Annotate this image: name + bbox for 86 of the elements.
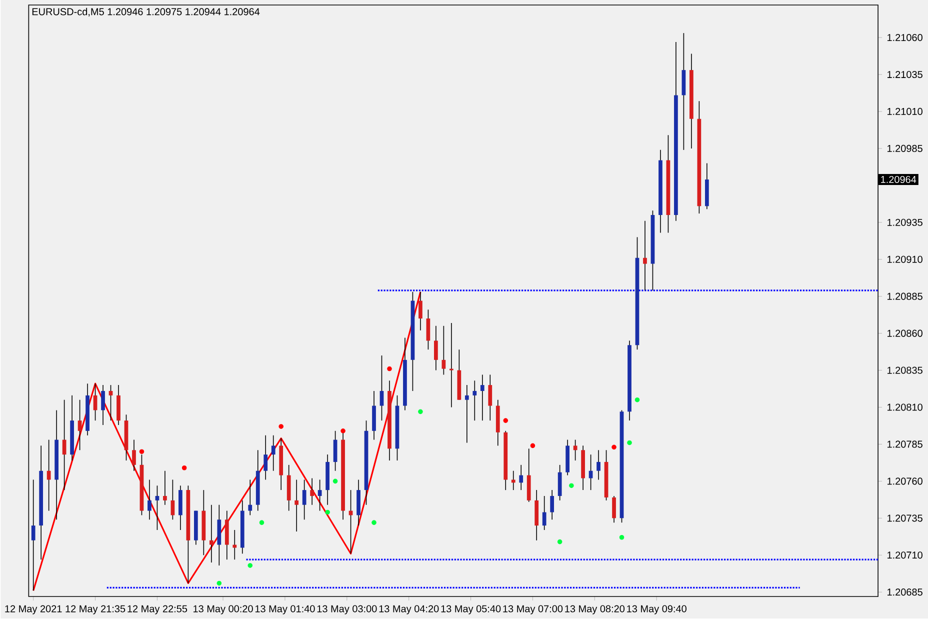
y-tick-label: 1.20985 bbox=[887, 145, 922, 152]
y-tick-label: 1.21060 bbox=[887, 34, 922, 42]
point bbox=[569, 483, 574, 488]
y-tick-label: 1.20710 bbox=[887, 552, 922, 559]
point bbox=[619, 535, 624, 540]
y-tick-label: 1.20910 bbox=[887, 256, 922, 264]
candlestick bbox=[46, 440, 51, 512]
text: 1.20964 bbox=[881, 176, 916, 184]
candlestick bbox=[573, 440, 578, 462]
y-tick-label: 1.20760 bbox=[887, 478, 922, 485]
x-tick-label: 13 May 01:40 bbox=[255, 605, 315, 614]
y-tick-label: 1.21010 bbox=[887, 108, 922, 116]
candlestick bbox=[488, 374, 492, 422]
x-tick-label: 13 May 04:20 bbox=[379, 605, 439, 614]
candlestick bbox=[542, 496, 546, 531]
candlestick bbox=[132, 440, 136, 472]
point bbox=[278, 424, 284, 430]
candlestick bbox=[442, 326, 446, 376]
candlestick bbox=[612, 496, 616, 524]
point bbox=[530, 443, 536, 448]
point bbox=[557, 540, 562, 544]
point bbox=[612, 444, 616, 450]
candlestick bbox=[78, 400, 82, 451]
x-tick-label: 13 May 08:20 bbox=[565, 605, 625, 614]
point bbox=[182, 466, 187, 470]
candlestick bbox=[310, 478, 314, 506]
x-tick-label: 13 May 05:40 bbox=[441, 605, 501, 614]
point bbox=[325, 510, 330, 515]
x-tick-label: 12 May 21:35 bbox=[66, 605, 126, 614]
point bbox=[634, 398, 640, 402]
candlestick bbox=[449, 322, 454, 408]
point bbox=[248, 563, 253, 568]
point bbox=[372, 520, 376, 526]
candlestick bbox=[418, 292, 422, 331]
candlestick bbox=[209, 504, 214, 564]
candlestick bbox=[558, 464, 562, 501]
x-tick-label: 13 May 07:00 bbox=[503, 605, 563, 614]
y-tick-label: 1.20685 bbox=[887, 588, 922, 596]
candlestick bbox=[511, 470, 516, 491]
candlestick bbox=[464, 384, 469, 444]
point bbox=[503, 418, 508, 424]
y-tick-label: 1.20785 bbox=[887, 440, 922, 448]
candlestick bbox=[248, 479, 252, 516]
point bbox=[216, 580, 222, 586]
candlestick bbox=[302, 479, 306, 520]
chart-title: EURUSD-cd,M5 1.20946 1.20975 1.20944 1.20964 bbox=[32, 8, 260, 17]
point bbox=[139, 449, 144, 454]
candlestick bbox=[318, 479, 322, 512]
point bbox=[340, 428, 346, 434]
candlestick bbox=[294, 479, 299, 532]
candlestick bbox=[264, 435, 268, 480]
x-tick-label: 13 May 00:20 bbox=[194, 605, 253, 614]
candlestick bbox=[380, 355, 384, 422]
x-tick-label: 12 May 22:55 bbox=[128, 605, 188, 614]
candlestick bbox=[519, 464, 524, 491]
line-series bbox=[32, 291, 422, 592]
x-tick-label: 13 May 09:40 bbox=[627, 605, 686, 614]
x-tick-label: 12 May 2021 bbox=[5, 605, 62, 614]
candlestick bbox=[333, 430, 338, 472]
candlestick bbox=[596, 450, 600, 480]
y-tick-label: 1.20835 bbox=[887, 366, 922, 374]
y-tick-label: 1.20860 bbox=[887, 330, 922, 337]
y-tick-label: 1.20935 bbox=[887, 218, 922, 226]
y-tick-label: 1.20885 bbox=[887, 292, 922, 300]
candlestick bbox=[271, 435, 276, 472]
y-tick-label: 1.21035 bbox=[887, 71, 922, 78]
candlestick bbox=[643, 220, 647, 291]
candlestick bbox=[108, 384, 113, 422]
x-tick-label: 13 May 03:00 bbox=[317, 605, 377, 614]
candlestick bbox=[31, 479, 36, 592]
candlestick bbox=[148, 479, 152, 520]
candlestick bbox=[101, 384, 105, 426]
point bbox=[259, 520, 264, 526]
candlestick bbox=[163, 470, 167, 506]
y-tick-label: 1.20810 bbox=[887, 404, 922, 411]
candlestick bbox=[426, 309, 430, 350]
point bbox=[332, 478, 338, 484]
y-tick-label: 1.20735 bbox=[887, 514, 922, 522]
point bbox=[387, 366, 392, 372]
candlestick bbox=[550, 490, 554, 520]
candlestick bbox=[480, 374, 484, 422]
point bbox=[627, 440, 632, 446]
candlestick bbox=[472, 380, 477, 422]
point bbox=[418, 409, 423, 414]
candlestick bbox=[155, 485, 160, 531]
candlestick bbox=[434, 326, 438, 371]
